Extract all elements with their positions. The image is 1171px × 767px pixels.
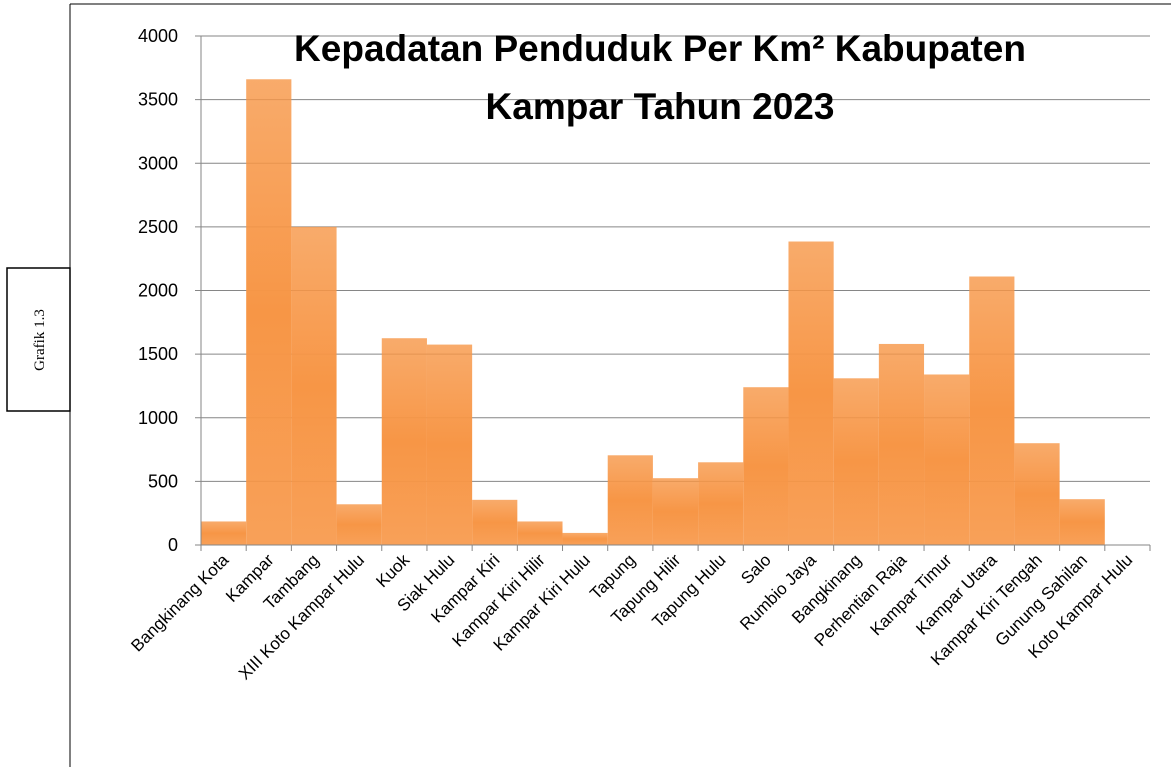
bar	[698, 462, 744, 545]
bar	[607, 455, 653, 545]
bar	[1059, 499, 1105, 545]
bar	[562, 532, 608, 545]
bar	[201, 521, 247, 545]
x-tick-label: Kuok	[372, 550, 413, 591]
y-tick-label: 4000	[138, 26, 178, 46]
y-tick-label: 2000	[138, 281, 178, 301]
y-tick-label: 3500	[138, 90, 178, 110]
bar	[878, 343, 925, 545]
bar	[1014, 443, 1060, 545]
y-tick-label: 1500	[138, 344, 178, 364]
bar	[517, 521, 563, 545]
bar	[652, 478, 699, 545]
side-label: Grafik 1.3	[32, 309, 48, 371]
bar	[246, 79, 292, 545]
bar	[472, 499, 518, 545]
bar	[924, 374, 970, 545]
x-tick-label: Bangkinang Kota	[127, 550, 232, 655]
x-tick-label: Salo	[737, 550, 774, 587]
bar	[291, 226, 337, 545]
bar	[743, 387, 789, 545]
bar	[969, 276, 1015, 545]
bar	[788, 241, 834, 546]
y-tick-label: 1000	[138, 408, 178, 428]
bar	[336, 504, 382, 545]
chart-title: Kepadatan Penduduk Per Km² Kabupaten Kam…	[294, 28, 1026, 127]
y-tick-label: 500	[148, 471, 178, 491]
bar	[426, 344, 473, 545]
y-tick-label: 0	[168, 535, 178, 555]
bar	[381, 338, 427, 545]
y-tick-label: 2500	[138, 217, 178, 237]
y-tick-label: 3000	[138, 153, 178, 173]
side-box	[6, 267, 71, 412]
bar	[833, 378, 879, 545]
